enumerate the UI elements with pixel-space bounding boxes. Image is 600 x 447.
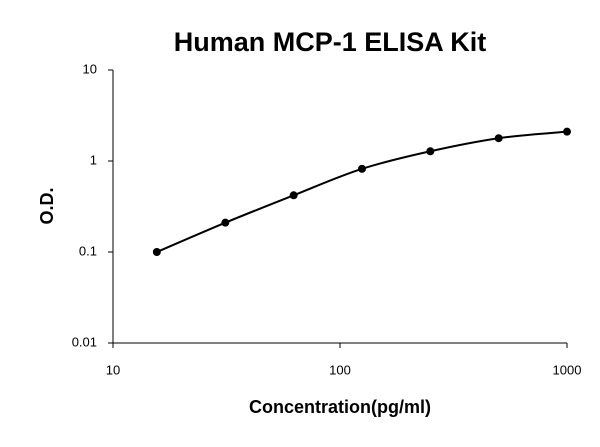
chart-title: Human MCP-1 ELISA Kit bbox=[174, 27, 487, 57]
y-axis-label: O.D. bbox=[37, 187, 57, 224]
data-point bbox=[494, 134, 503, 143]
y-tick-label: 1 bbox=[90, 152, 97, 167]
data-point bbox=[563, 127, 571, 136]
data-point bbox=[289, 191, 298, 200]
y-tick-label: 10 bbox=[83, 61, 97, 76]
x-tick-label: 100 bbox=[329, 362, 351, 377]
data-point bbox=[152, 248, 161, 256]
y-tick-label: 0.1 bbox=[79, 243, 97, 258]
data-point bbox=[357, 164, 366, 173]
x-axis-label: Concentration(pg/ml) bbox=[249, 397, 431, 417]
x-tick-label: 1000 bbox=[553, 362, 582, 377]
x-tick-label: 10 bbox=[106, 362, 120, 377]
curve bbox=[156, 130, 568, 253]
data-point bbox=[426, 147, 435, 156]
y-tick-label: 0.01 bbox=[72, 334, 97, 349]
data-point bbox=[221, 218, 230, 227]
